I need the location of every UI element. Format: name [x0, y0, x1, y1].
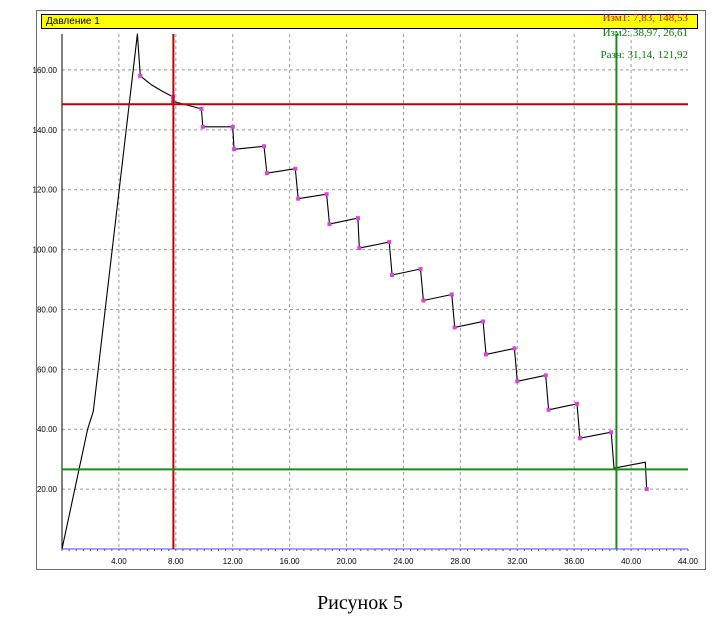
data-point [546, 407, 551, 412]
data-point [355, 216, 360, 221]
data-point [577, 436, 582, 441]
chart-title-bar: Давление 1 [41, 14, 698, 29]
data-point [387, 240, 392, 245]
series-polyline-0 [61, 33, 648, 550]
y-tick-label: 140.00 [33, 126, 58, 135]
tick-labels: 4.00 8.00 12.00 16.00 20.00 24.00 28.00 32.00 36… [33, 66, 699, 566]
x-tick-label: 20.00 [337, 557, 358, 566]
data-point [357, 246, 362, 251]
data-point [327, 222, 332, 227]
x-tick-label: 24.00 [393, 557, 414, 566]
x-tick-label: 12.00 [223, 557, 244, 566]
cursor-readouts: Изм1: 7,83, 148,53 Изм2: 38,97, 26,61 Ра… [600, 12, 688, 61]
x-tick-label: 4.00 [111, 557, 127, 566]
data-point [264, 171, 269, 176]
data-point [418, 267, 423, 272]
data-point [512, 346, 517, 351]
y-tick-label: 20.00 [37, 485, 58, 494]
data-point [293, 166, 298, 171]
y-tick-label: 160.00 [33, 66, 58, 75]
y-tick-label: 60.00 [37, 365, 58, 374]
data-point [200, 124, 205, 129]
data-point [421, 298, 426, 303]
x-tick-label: 32.00 [507, 557, 528, 566]
chart-title: Давление 1 [46, 16, 100, 27]
grid [62, 34, 688, 549]
data-point [543, 373, 548, 378]
data-point [483, 352, 488, 357]
chart-plot[interactable]: 4.00 8.00 12.00 16.00 20.00 24.00 28.00 32.00 36… [0, 0, 720, 590]
x-tick-label: 44.00 [678, 557, 699, 566]
data-point [449, 292, 454, 297]
data-point [575, 401, 580, 406]
data-point [515, 379, 520, 384]
data-point [262, 144, 267, 149]
y-tick-label: 100.00 [33, 246, 58, 255]
readout-measure-1: Изм1: 7,83, 148,53 [603, 12, 689, 24]
data-point [199, 106, 204, 111]
x-tick-label: 36.00 [564, 557, 585, 566]
data-point [481, 319, 486, 324]
series-line [61, 33, 648, 550]
figure-caption: Рисунок 5 [317, 592, 403, 614]
x-tick-label: 8.00 [168, 557, 184, 566]
data-point [609, 430, 614, 435]
y-tick-label: 40.00 [37, 425, 58, 434]
x-tick-label: 16.00 [280, 557, 301, 566]
data-point [296, 196, 301, 201]
data-point [230, 124, 235, 129]
data-point [452, 325, 457, 330]
x-tick-label: 40.00 [621, 557, 642, 566]
axes [61, 34, 689, 551]
readout-measure-2: Изм2: 38,97, 26,61 [603, 27, 688, 39]
measurement-cursors[interactable] [62, 34, 688, 549]
data-point [644, 487, 649, 492]
data-markers [138, 73, 649, 492]
y-tick-label: 120.00 [33, 186, 58, 195]
readout-difference: Разн: 31,14, 121,92 [600, 49, 688, 61]
data-point [138, 73, 143, 78]
x-tick-label: 28.00 [450, 557, 471, 566]
data-point [232, 147, 237, 152]
data-point [324, 192, 329, 197]
data-point [390, 273, 395, 278]
y-tick-label: 80.00 [37, 305, 58, 314]
